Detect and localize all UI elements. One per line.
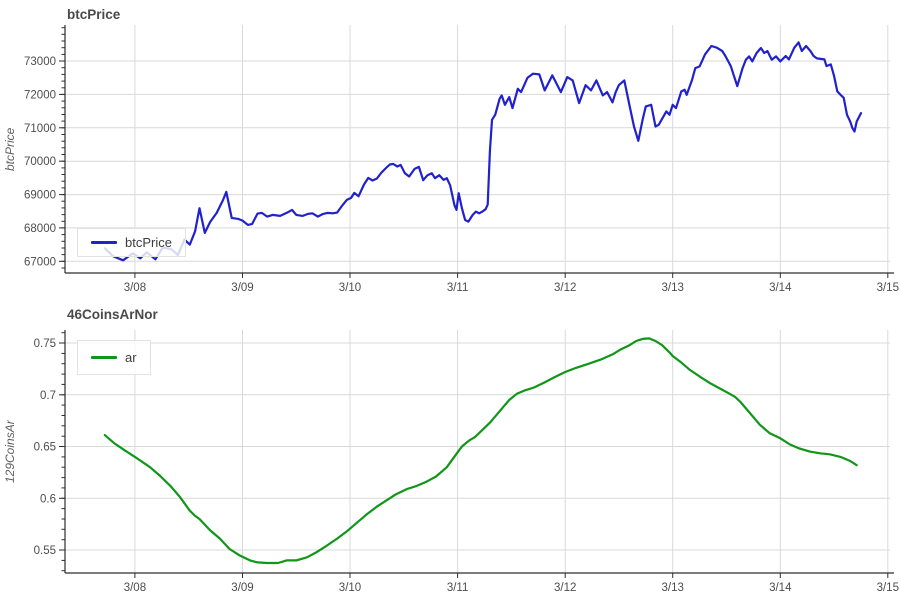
svg-text:3/09: 3/09 xyxy=(231,582,253,594)
legend-line-sample-green xyxy=(91,356,117,359)
svg-text:3/09: 3/09 xyxy=(231,282,253,294)
legend-line-sample-blue xyxy=(91,241,117,244)
chart-title-46coinsarnor: 46CoinsArNor xyxy=(67,307,158,322)
coins-ar-chart: 0.55 0.6 0.65 0.7 0.75 3/08 3/09 3/10 3/11 3/12 3/… xyxy=(34,330,899,594)
svg-text:3/08: 3/08 xyxy=(124,582,146,594)
svg-text:3/13: 3/13 xyxy=(662,282,684,294)
svg-text:0.6: 0.6 xyxy=(40,493,56,505)
svg-text:69000: 69000 xyxy=(24,190,56,202)
svg-text:0.75: 0.75 xyxy=(34,338,56,350)
legend-label-ar: ar xyxy=(125,350,137,365)
svg-text:68000: 68000 xyxy=(24,223,56,235)
svg-text:3/14: 3/14 xyxy=(769,282,792,294)
svg-text:72000: 72000 xyxy=(24,89,56,101)
svg-text:3/15: 3/15 xyxy=(877,282,899,294)
svg-text:3/15: 3/15 xyxy=(877,582,899,594)
svg-text:3/08: 3/08 xyxy=(124,282,146,294)
chart-title-btcprice: btcPrice xyxy=(67,7,121,22)
svg-text:3/12: 3/12 xyxy=(554,282,576,294)
legend-btcprice: btcPrice xyxy=(77,228,186,257)
svg-text:3/10: 3/10 xyxy=(339,282,361,294)
legend-ar: ar xyxy=(77,340,151,375)
btc-price-chart: 67000 68000 69000 70000 71000 72000 73000 3/08 3… xyxy=(24,25,899,294)
svg-text:3/11: 3/11 xyxy=(447,282,469,294)
svg-text:3/13: 3/13 xyxy=(662,582,684,594)
svg-text:0.55: 0.55 xyxy=(34,545,56,557)
y-axis-title-129coinsar: 129CoinsAr xyxy=(3,420,17,483)
svg-text:67000: 67000 xyxy=(24,256,56,268)
svg-text:3/12: 3/12 xyxy=(554,582,576,594)
svg-text:3/11: 3/11 xyxy=(447,582,469,594)
legend-label-btcprice: btcPrice xyxy=(125,235,172,250)
svg-text:3/10: 3/10 xyxy=(339,582,361,594)
svg-text:73000: 73000 xyxy=(24,56,56,68)
y-axis-title-btcprice: btcPrice xyxy=(3,127,17,171)
svg-text:0.65: 0.65 xyxy=(34,442,56,454)
svg-text:3/14: 3/14 xyxy=(769,582,792,594)
svg-text:71000: 71000 xyxy=(24,123,56,135)
svg-text:0.7: 0.7 xyxy=(40,390,56,402)
svg-text:70000: 70000 xyxy=(24,156,56,168)
